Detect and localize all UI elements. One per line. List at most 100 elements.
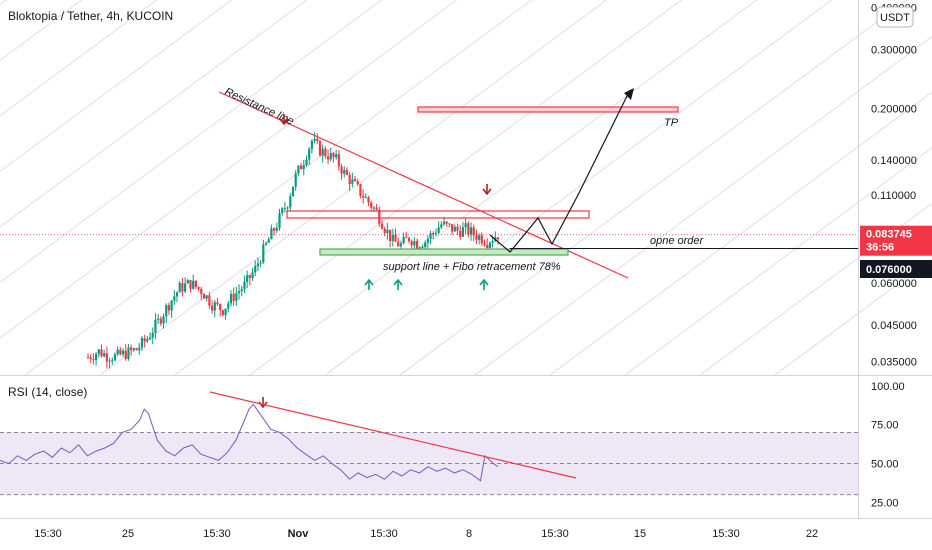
support-label: support line + Fibo retracement 78% [383, 261, 561, 273]
candle-body [221, 310, 224, 316]
candle-body [208, 295, 211, 306]
candle-body [154, 319, 157, 333]
candle-body [407, 237, 411, 242]
candle-body [170, 300, 173, 311]
rsi-panel: RSI (14, close) [0, 385, 858, 496]
candle-body [362, 195, 365, 198]
candle-body [246, 275, 249, 282]
candle-body [316, 138, 319, 142]
candle-body [100, 349, 103, 357]
candle-body [200, 288, 203, 295]
candle-body [254, 266, 257, 273]
candle-body [186, 280, 189, 284]
candle-body [321, 148, 324, 156]
candle-body [353, 179, 357, 182]
price-tick-label: 0.110000 [871, 190, 916, 202]
candle-body [138, 347, 141, 351]
candle-body [391, 235, 394, 242]
candle-body [340, 166, 343, 174]
candle-body [415, 240, 419, 249]
order-price-value: 0.076000 [866, 264, 912, 276]
candle-body [213, 302, 216, 311]
candle-body [424, 242, 427, 248]
candle-body [475, 235, 478, 240]
last-price-tag [860, 225, 932, 256]
candle-body [413, 240, 416, 246]
candle-body [451, 224, 454, 232]
candle-body [270, 228, 273, 240]
candle-body [429, 233, 432, 239]
candle-body [332, 152, 335, 158]
chart-overlay: Bloktopia / Tether, 4h, KUCOIN USDT 0.0837… [8, 6, 932, 278]
candle-body [140, 338, 144, 348]
candle-body [386, 229, 389, 234]
channel-line [0, 0, 83, 61]
candle-body [124, 350, 127, 359]
candle-body [343, 169, 346, 174]
candle-body [202, 294, 206, 299]
candle-body [421, 247, 424, 249]
candle-body [119, 349, 122, 355]
support-zone [319, 248, 569, 256]
candle-body [264, 242, 268, 245]
countdown-label: 36:56 [866, 242, 894, 254]
candle-body [113, 354, 117, 361]
candlestick-series [86, 132, 500, 369]
buy-signal-arrow [393, 278, 403, 290]
candle-body [229, 293, 233, 304]
arrow-head [482, 188, 492, 196]
last-price-value: 0.083745 [866, 229, 912, 241]
candle-body [262, 244, 265, 263]
candle-body [335, 154, 338, 158]
candle-body [359, 184, 362, 196]
candle-body [181, 282, 184, 292]
candle-body [437, 227, 440, 233]
candle-body [240, 289, 243, 292]
candle-body [281, 208, 284, 214]
price-tick-label: 0.140000 [871, 155, 917, 167]
time-tick-label: Nov [288, 528, 310, 540]
candle-body [375, 207, 378, 210]
candle-body [467, 223, 470, 235]
candle-body [86, 357, 90, 359]
candle-body [127, 347, 130, 359]
candle-body [402, 236, 405, 244]
candle-body [178, 282, 181, 293]
candle-body [267, 239, 270, 243]
channel-line [99, 0, 608, 376]
candle-body [205, 295, 208, 299]
candle-body [302, 165, 305, 170]
price-tick-label: 0.045000 [871, 320, 917, 332]
channel-line [0, 0, 383, 283]
candle-body [383, 228, 386, 234]
order-price-tag [860, 260, 932, 278]
rsi-tick-label: 50.00 [871, 459, 899, 471]
candle-body [456, 226, 459, 231]
projected-path [489, 89, 631, 253]
channel-line [699, 202, 932, 376]
price-tick-label: 0.200000 [871, 103, 917, 115]
candle-body [248, 275, 251, 279]
arrow-head [364, 278, 374, 286]
channel-line [174, 0, 683, 376]
candle-body [232, 293, 235, 301]
candle-body [235, 293, 238, 301]
price-tick-label: 0.300000 [871, 44, 917, 56]
candle-body [434, 232, 438, 234]
candle-body [389, 229, 392, 242]
resistance-line [218, 91, 629, 279]
candle-body [486, 245, 489, 249]
price-tick-label: 0.035000 [871, 356, 917, 368]
candle-body [237, 291, 241, 294]
candle-body [251, 272, 254, 279]
arrow-head [279, 118, 289, 126]
candle-body [440, 224, 443, 228]
time-tick-label: 25 [122, 528, 134, 540]
candle-body [380, 223, 384, 229]
candle-body [351, 179, 354, 185]
candle-body [259, 262, 262, 264]
candle-body [146, 339, 149, 342]
candle-body [111, 360, 114, 362]
candle-body [243, 281, 246, 290]
time-tick-label: 15:30 [541, 528, 569, 540]
